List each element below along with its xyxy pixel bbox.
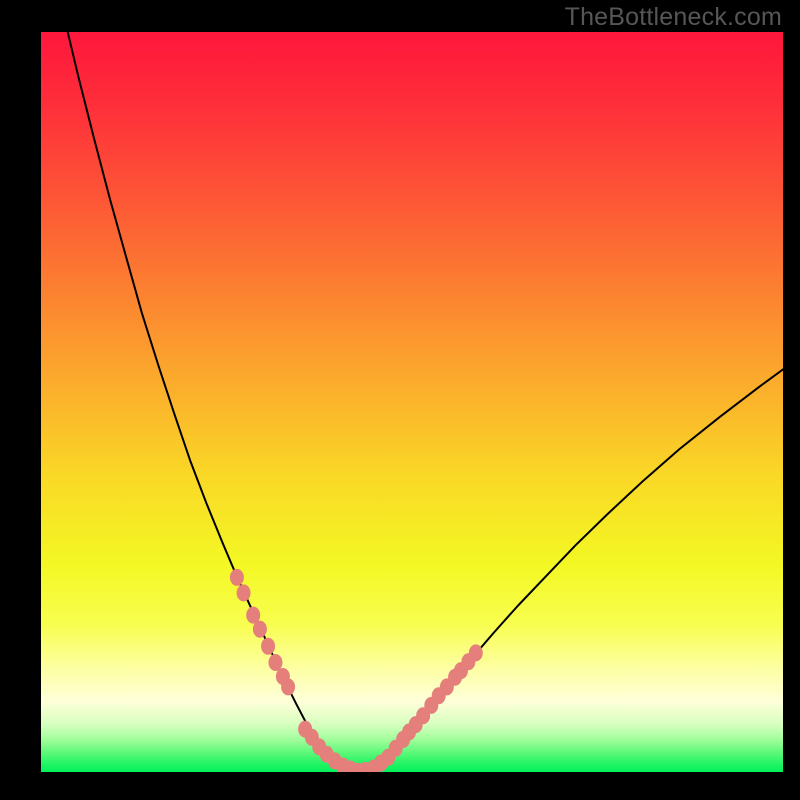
data-marker xyxy=(261,638,275,655)
outer-frame xyxy=(0,0,800,800)
data-marker xyxy=(281,678,295,695)
marker-group xyxy=(230,569,483,772)
data-marker xyxy=(469,644,483,661)
marker-layer-svg xyxy=(41,32,783,772)
data-marker xyxy=(237,584,251,601)
data-marker xyxy=(253,621,267,638)
plot-area xyxy=(41,32,783,772)
data-marker xyxy=(230,569,244,586)
watermark-text: TheBottleneck.com xyxy=(565,3,782,32)
data-marker xyxy=(268,654,282,671)
